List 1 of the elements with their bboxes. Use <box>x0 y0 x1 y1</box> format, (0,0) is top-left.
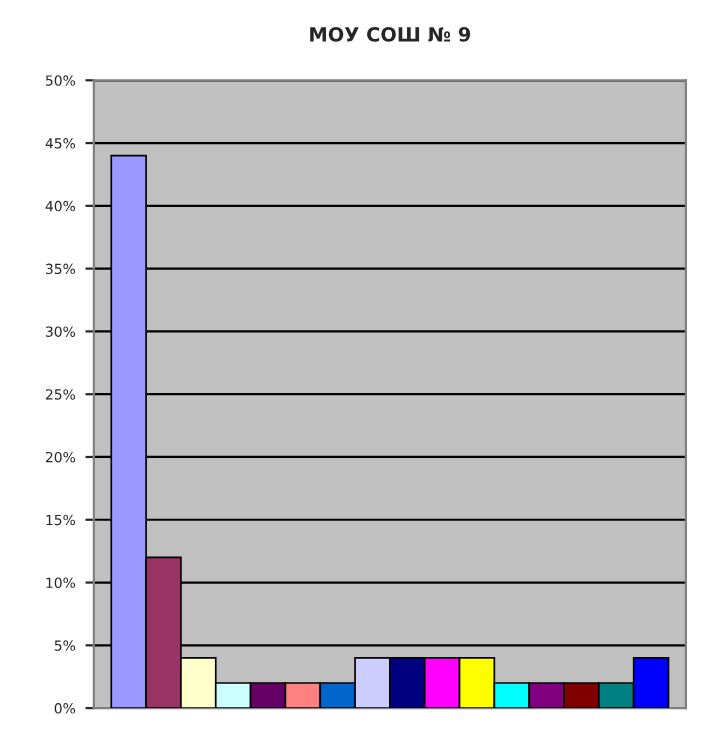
chart-title: МОУ СОШ № 9 <box>310 26 471 42</box>
